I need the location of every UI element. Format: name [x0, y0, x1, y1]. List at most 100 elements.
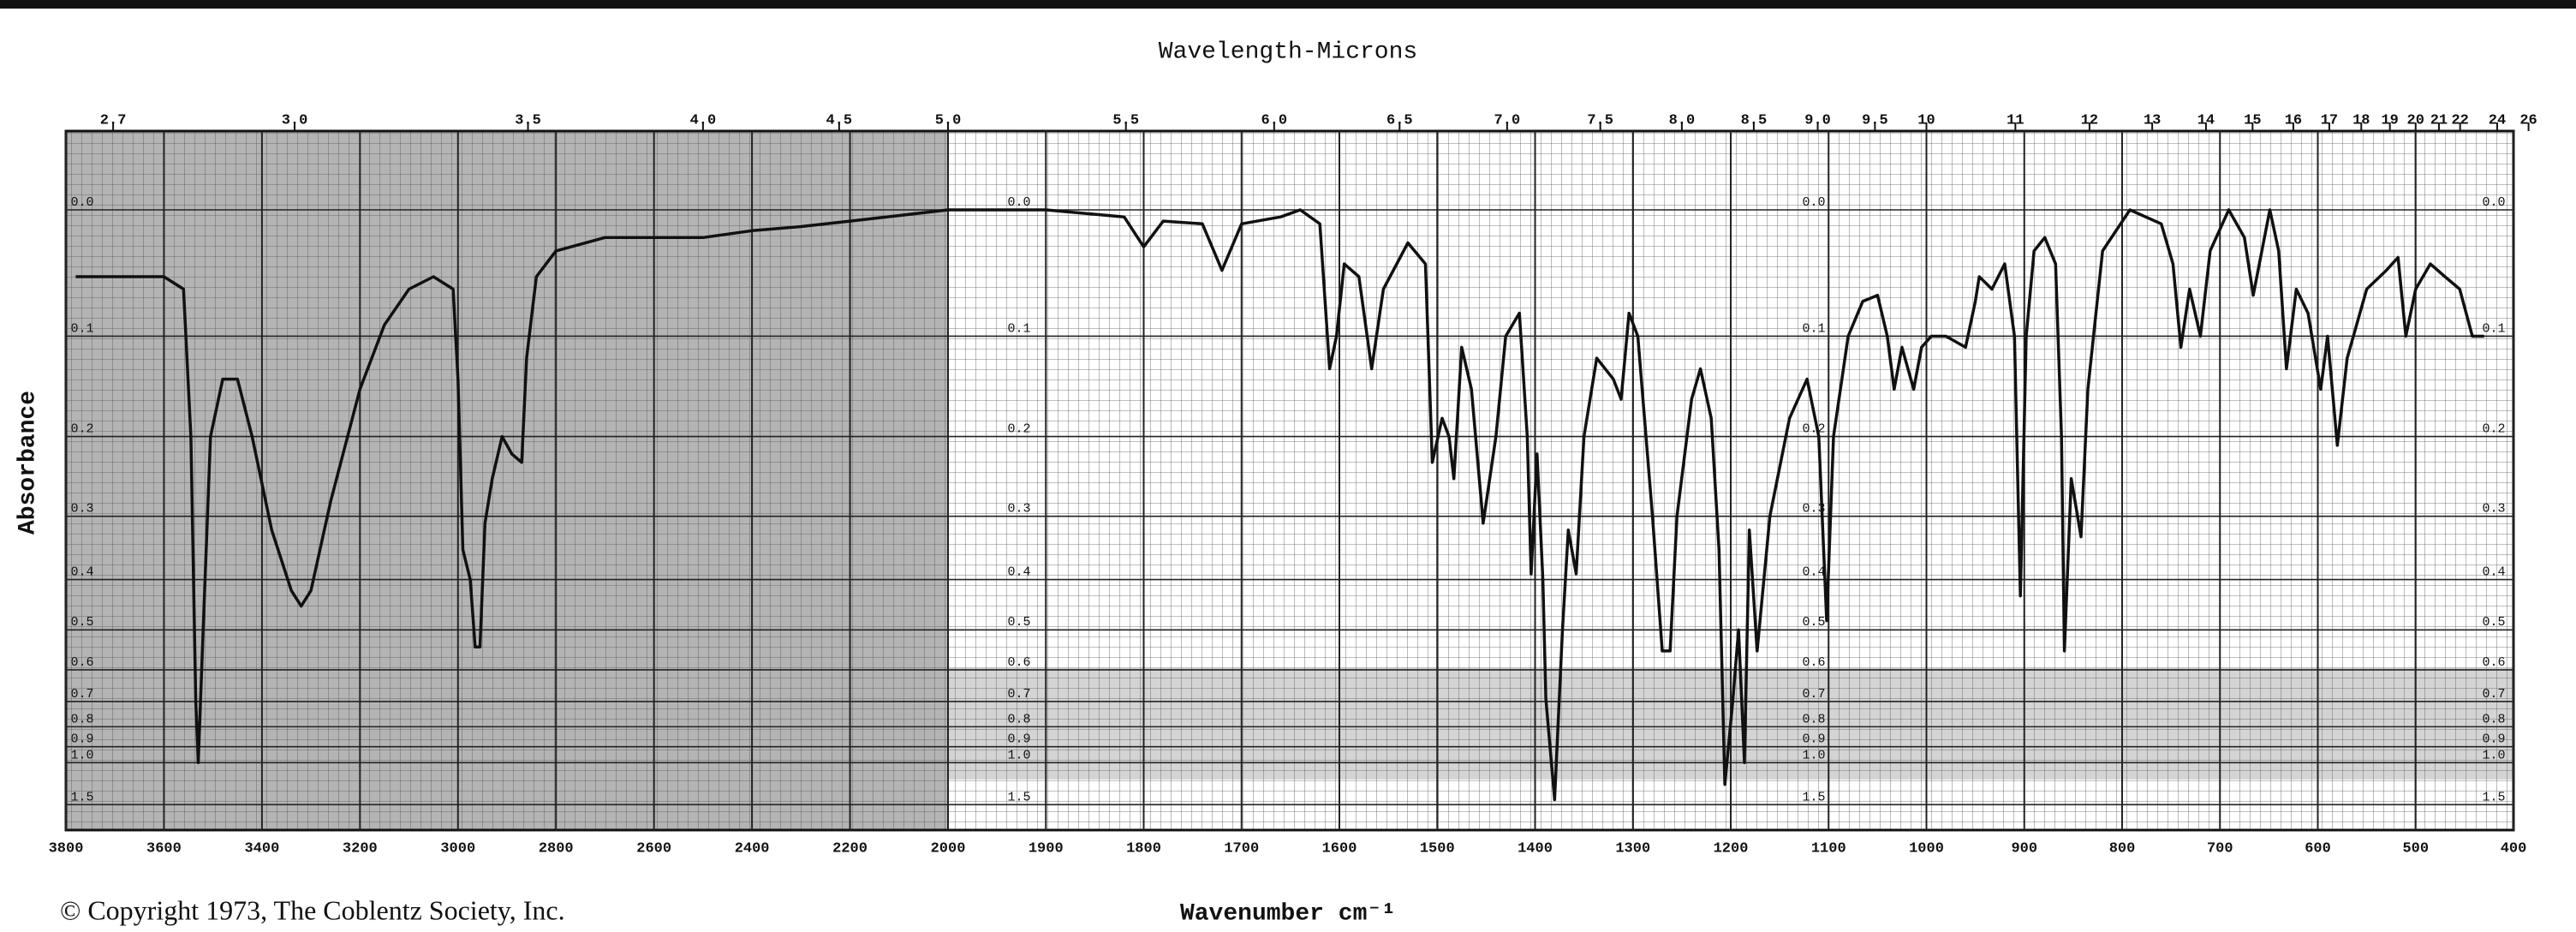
y-tick-label: 0.1 [1007, 321, 1030, 336]
x2-tick-label: 19 [2381, 112, 2398, 128]
y-tick-label: 0.9 [1007, 732, 1030, 747]
y-tick-label: 0.3 [70, 502, 93, 517]
y-tick-label: 0.0 [70, 195, 93, 210]
x-tick-label: 900 [2011, 840, 2037, 857]
x2-tick-label: 18 [2352, 112, 2370, 128]
y-tick-label: 0.5 [70, 615, 93, 630]
x2-tick-label: 8.0 [1669, 112, 1696, 128]
x-tick-label: 1000 [1909, 840, 1944, 857]
y-tick-label: 1.5 [70, 790, 93, 804]
x2-tick-label: 21 [2430, 112, 2448, 128]
x2-tick-label: 7.5 [1587, 112, 1613, 128]
y-tick-label: 1.0 [70, 748, 93, 762]
y-tick-label: 0.5 [1007, 615, 1030, 630]
x2-tick-label: 5.0 [935, 112, 962, 128]
x2-tick-label: 4.0 [690, 112, 717, 128]
y-tick-label: 0.9 [70, 732, 93, 747]
y-tick-label: 0.6 [1802, 655, 1825, 670]
x2-tick-label: 15 [2244, 112, 2261, 128]
y-tick-label: 0.1 [2482, 321, 2505, 336]
y-tick-label: 0.0 [1802, 195, 1825, 210]
x2-tick-label: 5.5 [1112, 112, 1139, 128]
y-tick-label: 0.8 [1802, 712, 1825, 726]
y-tick-label: 0.8 [1007, 712, 1030, 726]
y-tick-label: 0.7 [2482, 687, 2505, 702]
x-tick-label: 3000 [440, 840, 475, 857]
y-tick-label: 1.0 [1007, 748, 1030, 762]
x2-tick-label: 22 [2451, 112, 2468, 128]
x2-tick-label: 20 [2407, 112, 2424, 128]
x2-tick-label: 26 [2519, 112, 2537, 128]
x2-tick-label: 3.5 [515, 112, 541, 128]
x-tick-label: 400 [2501, 840, 2527, 857]
x2-tick-label: 17 [2321, 112, 2338, 128]
y-tick-label: 0.9 [1802, 732, 1825, 747]
y-tick-label: 1.5 [1007, 790, 1030, 804]
x2-tick-label: 14 [2197, 112, 2215, 128]
y-tick-label: 0.5 [2482, 615, 2505, 630]
x2-tick-label: 7.0 [1494, 112, 1521, 128]
x2-tick-label: 8.5 [1741, 112, 1768, 128]
x-tick-label: 1200 [1714, 840, 1749, 857]
x2-tick-label: 11 [2007, 112, 2024, 128]
x-tick-label: 800 [2109, 840, 2136, 857]
x-tick-label: 2400 [735, 840, 770, 857]
y-tick-label: 0.0 [1007, 195, 1030, 210]
y-tick-label: 0.3 [2482, 502, 2505, 517]
y-tick-label: 0.4 [1802, 565, 1825, 580]
y-tick-label: 0.4 [1007, 565, 1030, 580]
spectrum-line [75, 208, 2484, 802]
y-tick-label: 0.6 [2482, 655, 2505, 670]
x2-tick-label: 6.0 [1261, 112, 1288, 128]
fine-grid [66, 131, 2513, 830]
x2-tick-label: 10 [1917, 112, 1935, 128]
x-tick-label: 700 [2207, 840, 2233, 857]
x-tick-label: 3800 [49, 840, 84, 857]
y-tick-label: 0.9 [2482, 732, 2505, 747]
y-tick-label: 0.1 [70, 321, 93, 336]
y-tick-label: 0.8 [70, 712, 93, 726]
x-tick-label: 1700 [1224, 840, 1259, 857]
x-tick-label: 2200 [832, 840, 868, 857]
x2-tick-label: 24 [2489, 112, 2506, 128]
x-tick-label: 1400 [1518, 840, 1553, 857]
x-tick-label: 1600 [1322, 840, 1357, 857]
x-tick-label: 1100 [1811, 840, 1846, 857]
x2-tick-label: 9.0 [1804, 112, 1831, 128]
y-tick-label: 1.0 [1802, 748, 1825, 762]
x-tick-label: 2600 [636, 840, 671, 857]
scan-border [0, 0, 2576, 9]
y-tick-label: 0.2 [70, 422, 93, 437]
y-tick-label: 0.8 [2482, 712, 2505, 726]
x2-tick-label: 6.5 [1386, 112, 1413, 128]
x-tick-label: 1300 [1615, 840, 1650, 857]
x-tick-label: 3600 [146, 840, 182, 857]
x-tick-label: 2000 [931, 840, 966, 857]
y-tick-label: 0.7 [1802, 687, 1825, 702]
chart-title: Wavelength-Microns [1159, 39, 1417, 65]
x2-tick-label: 2.7 [100, 112, 127, 128]
y-tick-label: 0.5 [1802, 615, 1825, 630]
y-tick-label: 0.3 [1802, 502, 1825, 517]
y-tick-label: 0.6 [1007, 655, 1030, 670]
y-tick-label: 0.2 [1802, 422, 1825, 437]
y-tick-label: 0.4 [2482, 565, 2505, 580]
copyright: © Copyright 1973, The Coblentz Society, … [60, 894, 565, 925]
y-tick-label: 0.4 [70, 565, 93, 580]
x2-tick-label: 16 [2285, 112, 2302, 128]
y-tick-label: 0.2 [1007, 422, 1030, 437]
x2-tick-label: 12 [2081, 112, 2098, 128]
y-tick-label: 1.0 [2482, 748, 2505, 762]
y-axis-label: Absorbance [15, 391, 41, 535]
x-tick-label: 3400 [244, 840, 279, 857]
y-tick-label: 0.2 [2482, 422, 2505, 437]
x2-tick-label: 9.5 [1862, 112, 1888, 128]
x2-tick-label: 3.0 [282, 112, 308, 128]
x2-tick-label: 13 [2144, 112, 2161, 128]
y-tick-label: 1.5 [1802, 790, 1825, 804]
x-tick-label: 600 [2305, 840, 2331, 857]
x-tick-label: 1500 [1420, 840, 1455, 857]
x-tick-label: 1900 [1029, 840, 1064, 857]
